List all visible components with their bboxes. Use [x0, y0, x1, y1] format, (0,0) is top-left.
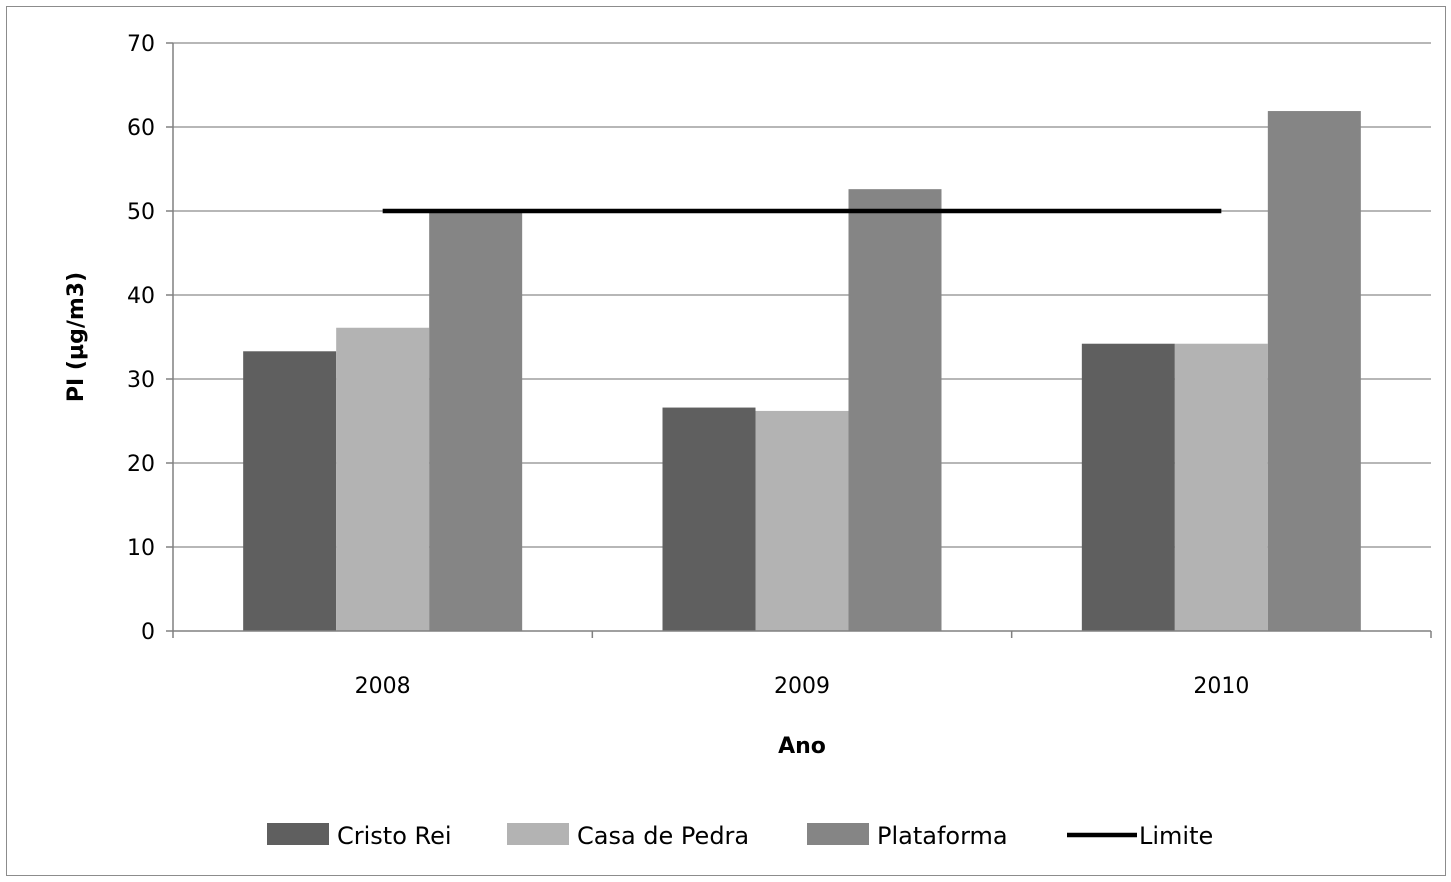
y-tick-label: 0 — [141, 620, 155, 645]
y-axis-title: PI (µg/m3) — [64, 272, 89, 402]
x-tick-label: 2009 — [774, 674, 830, 699]
chart-frame: 0 10 20 30 40 50 60 70 2008 2009 2010 PI (µg/m3) A… — [6, 6, 1446, 876]
x-tick-label: 2008 — [355, 674, 411, 699]
x-tick-label: 2010 — [1193, 674, 1249, 699]
bar-chart: 0 10 20 30 40 50 60 70 2008 2009 2010 PI (µg/m3) A… — [64, 32, 1432, 850]
y-tick-label: 40 — [127, 284, 155, 309]
bar-plataforma — [848, 189, 942, 631]
bar-casa-de-pedra — [336, 327, 430, 631]
y-tick-label: 20 — [127, 452, 155, 477]
y-tick-label: 50 — [127, 200, 155, 225]
bar-casa-de-pedra — [755, 410, 849, 631]
y-tick-label: 10 — [127, 536, 155, 561]
legend-swatch — [267, 823, 329, 845]
bar-plataforma — [1267, 111, 1361, 632]
y-tick-label: 30 — [127, 368, 155, 393]
bar-plataforma — [429, 211, 523, 631]
y-tick-label: 60 — [127, 116, 155, 141]
bar-cristo-rei — [662, 407, 756, 631]
legend-swatch — [507, 823, 569, 845]
x-axis-title: Ano — [778, 734, 826, 759]
legend: Cristo Rei Casa de Pedra Plataforma Limite — [267, 822, 1213, 850]
legend-label: Cristo Rei — [337, 822, 452, 850]
legend-label: Casa de Pedra — [577, 822, 749, 850]
bars — [243, 111, 1361, 632]
y-tick-label: 70 — [127, 32, 155, 57]
bar-cristo-rei — [243, 351, 337, 631]
legend-swatch — [807, 823, 869, 845]
bar-cristo-rei — [1081, 343, 1175, 631]
tick-labels: 0 10 20 30 40 50 60 70 2008 2009 2010 — [127, 32, 1249, 699]
axes — [166, 42, 1432, 638]
legend-label: Limite — [1139, 822, 1213, 850]
bar-casa-de-pedra — [1174, 343, 1268, 631]
legend-label: Plataforma — [877, 822, 1008, 850]
